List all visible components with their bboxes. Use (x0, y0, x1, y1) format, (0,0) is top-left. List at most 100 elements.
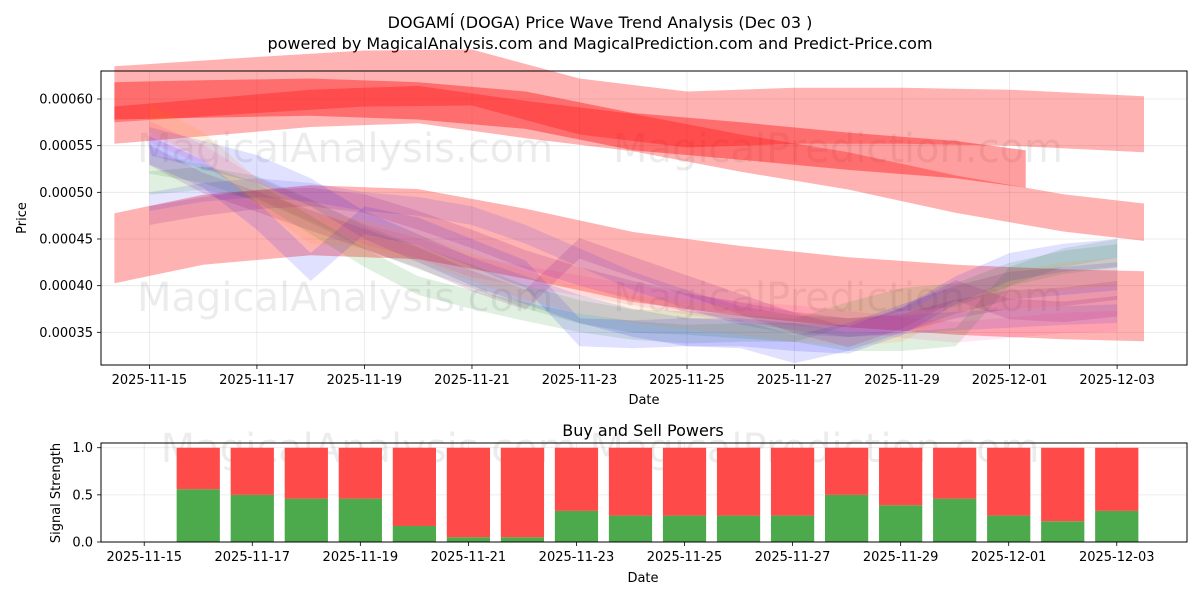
buy-bar (825, 494, 869, 542)
buy-bar (284, 498, 328, 542)
price-x-tick-label: 2025-11-21 (434, 373, 510, 388)
price-y-tick-label: 0.00040 (39, 279, 93, 294)
sell-bar (554, 447, 599, 511)
price-x-tick-label: 2025-11-19 (327, 373, 403, 388)
buy-bar (987, 515, 1031, 542)
signal-bars (176, 447, 1139, 542)
price-plot-background (101, 71, 1187, 365)
price-x-tick-label: 2025-11-29 (864, 373, 940, 388)
price-x-tick-label: 2025-11-25 (649, 373, 725, 388)
sell-bar (392, 447, 436, 526)
buy-bar (662, 515, 707, 542)
sell-bar (825, 447, 869, 495)
signal-panel: Buy and Sell Powers MagicalAnalysis.com … (49, 421, 1188, 586)
sell-bar (608, 447, 653, 516)
signal-x-tick-label: 2025-11-23 (539, 550, 615, 565)
price-x-tick-label: 2025-11-17 (219, 373, 295, 388)
signal-x-tick-label: 2025-11-15 (106, 550, 182, 565)
sell-bar (446, 447, 491, 538)
signal-y-tick-label: 0.5 (72, 488, 93, 503)
sell-bar (933, 447, 977, 499)
price-x-tick-label: 2025-12-01 (972, 373, 1048, 388)
price-y-ticks: 0.00035 0.00040 0.00045 0.00050 0.00055 0.000… (39, 93, 101, 341)
price-y-tick-label: 0.00045 (39, 233, 93, 248)
wave-band-purple-2 (149, 187, 1118, 337)
sell-bar (879, 447, 923, 506)
buy-bar (176, 489, 220, 542)
wave-band-red-top (114, 49, 1144, 153)
signal-plot-frame (100, 442, 1188, 543)
signal-x-tick-label: 2025-11-29 (863, 550, 939, 565)
price-y-tick-label: 0.00055 (39, 139, 93, 154)
sell-bar (338, 447, 382, 499)
wave-band-blue-1 (149, 136, 1118, 354)
signal-x-tick-label: 2025-11-19 (323, 550, 399, 565)
chart-title: DOGAMÍ (DOGA) Price Wave Trend Analysis … (388, 13, 813, 32)
price-y-tick-label: 0.00060 (39, 93, 93, 108)
watermark-analysis-upper: MagicalAnalysis.com (137, 126, 553, 172)
price-x-axis-label: Date (628, 393, 659, 408)
buy-bar (230, 494, 274, 542)
wave-band-green-2 (149, 166, 1118, 343)
signal-x-tick-label: 2025-11-17 (215, 550, 291, 565)
price-x-tick-label: 2025-12-03 (1079, 373, 1155, 388)
wave-bands (114, 49, 1144, 364)
price-x-tick-label: 2025-11-27 (757, 373, 833, 388)
signal-y-ticks: 0.0 0.5 1.0 (72, 441, 101, 551)
wave-band-red-long (114, 85, 1144, 241)
buy-bar (716, 515, 761, 542)
buy-bar (1095, 510, 1139, 542)
signal-y-tick-label: 0.0 (72, 536, 93, 551)
wave-band-pink-1 (149, 121, 1118, 343)
price-x-tick-label: 2025-11-15 (112, 373, 188, 388)
price-panel: MagicalAnalysis.com MagicalPrediction.co… (15, 49, 1188, 408)
price-y-axis-label: Price (15, 202, 30, 234)
chart-subtitle: powered by MagicalAnalysis.com and Magic… (267, 34, 932, 53)
sell-bar (716, 447, 761, 516)
price-watermarks: MagicalAnalysis.com MagicalPrediction.co… (137, 126, 1063, 321)
signal-x-tick-label: 2025-11-27 (755, 550, 831, 565)
price-x-ticks: 2025-11-15 2025-11-17 2025-11-19 2025-11-21… (112, 365, 1155, 388)
buy-bar (608, 515, 653, 542)
price-x-tick-label: 2025-11-23 (542, 373, 618, 388)
signal-y-axis-label: Signal Strength (49, 443, 64, 543)
watermark-prediction-lower: MagicalPrediction.com (613, 275, 1063, 321)
watermark-prediction-upper: MagicalPrediction.com (613, 126, 1063, 172)
wave-band-red-mid (114, 185, 1144, 342)
price-y-tick-label: 0.00050 (39, 186, 93, 201)
price-y-tick-label: 0.00035 (39, 326, 93, 341)
signal-x-tick-label: 2025-12-01 (971, 550, 1047, 565)
wave-band-red-upper (114, 78, 1026, 188)
buy-bar (554, 510, 599, 542)
wave-band-blue-2 (149, 127, 1118, 364)
buy-bar (338, 498, 382, 542)
signal-x-axis-label: Date (627, 571, 658, 586)
signal-x-tick-label: 2025-11-25 (647, 550, 723, 565)
signal-y-tick-label: 1.0 (72, 441, 93, 456)
sell-bar (1041, 447, 1085, 522)
sell-bar (662, 447, 707, 516)
sell-bar (230, 447, 274, 495)
buy-bar (933, 498, 977, 542)
wave-band-green-1 (149, 155, 1118, 351)
wave-band-orange-1 (149, 103, 1118, 347)
signal-title: Buy and Sell Powers (562, 421, 724, 440)
sell-bar (770, 447, 815, 516)
signal-x-tick-label: 2025-12-03 (1079, 550, 1155, 565)
price-grid (101, 71, 1187, 365)
sell-bar (500, 447, 545, 538)
sell-bar (284, 447, 328, 499)
watermark-analysis-lower: MagicalAnalysis.com (137, 275, 553, 321)
sell-bar (1095, 447, 1139, 511)
buy-bar (1041, 521, 1085, 542)
sell-bar (176, 447, 220, 490)
signal-x-tick-label: 2025-11-21 (431, 550, 507, 565)
buy-bar (879, 505, 923, 542)
signal-x-ticks: 2025-11-15 2025-11-17 2025-11-19 2025-11-21… (106, 542, 1155, 565)
buy-bar (392, 525, 436, 542)
buy-bar (770, 515, 815, 542)
buy-bar (446, 537, 491, 542)
price-plot-frame (100, 70, 1188, 366)
buy-bar (500, 537, 545, 542)
